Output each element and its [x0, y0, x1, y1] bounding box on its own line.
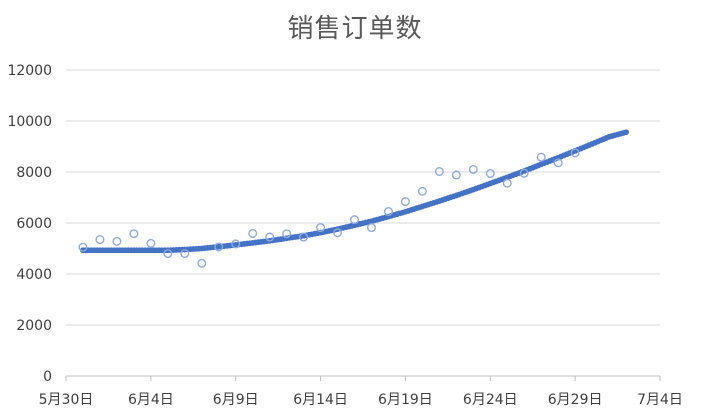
- x-tick-label: 6月14日: [293, 392, 348, 408]
- observed-point: [231, 239, 241, 249]
- observed-point: [417, 186, 427, 196]
- x-tick-label: 6月19日: [378, 392, 433, 408]
- fitted-point: [623, 129, 629, 136]
- observed-point: [366, 223, 376, 233]
- y-tick-label: 2000: [16, 318, 52, 334]
- observed-point: [434, 166, 444, 176]
- axis-layer: [65, 375, 661, 381]
- y-tick-label: 10000: [7, 114, 52, 130]
- x-tick-label: 6月29日: [548, 392, 603, 408]
- y-tick-label: 0: [43, 369, 52, 385]
- observed-point: [265, 232, 275, 242]
- observed-point: [299, 232, 309, 242]
- x-tick-label: 6月24日: [463, 392, 518, 408]
- observed-series: [78, 148, 580, 268]
- tick-labels: 0 2000 4000 6000 8000 10000 12000 5月30日 6月4日 6月9日…: [7, 63, 682, 408]
- y-tick-label: 12000: [7, 63, 52, 79]
- observed-point: [502, 178, 512, 188]
- observed-point: [553, 158, 563, 168]
- observed-point: [316, 223, 326, 233]
- observed-point: [350, 215, 360, 225]
- observed-point: [519, 168, 529, 178]
- chart-title: 销售订单数: [287, 14, 423, 44]
- observed-point: [146, 238, 156, 248]
- observed-point: [383, 207, 393, 217]
- x-tick-label: 6月9日: [213, 392, 259, 408]
- observed-point: [163, 249, 173, 259]
- observed-point: [180, 249, 190, 259]
- observed-point: [536, 152, 546, 162]
- observed-point: [112, 236, 122, 246]
- observed-point: [333, 228, 343, 238]
- observed-point: [282, 229, 292, 239]
- observed-point: [78, 242, 88, 252]
- observed-point: [95, 235, 105, 245]
- observed-point: [468, 164, 478, 174]
- fitted-series: [80, 129, 629, 254]
- observed-point: [485, 169, 495, 179]
- observed-point: [451, 170, 461, 180]
- y-tick-label: 4000: [16, 267, 52, 283]
- x-tick-label: 7月4日: [637, 392, 683, 408]
- grid-layer: [66, 69, 660, 326]
- y-tick-label: 8000: [16, 165, 52, 181]
- observed-point: [214, 242, 224, 252]
- observed-point: [248, 228, 258, 238]
- observed-point: [400, 197, 410, 207]
- y-tick-label: 6000: [16, 216, 52, 232]
- x-tick-label: 5月30日: [39, 392, 94, 408]
- x-tick-label: 6月4日: [128, 392, 174, 408]
- observed-point: [129, 229, 139, 239]
- observed-point: [570, 148, 580, 158]
- observed-point: [197, 258, 207, 268]
